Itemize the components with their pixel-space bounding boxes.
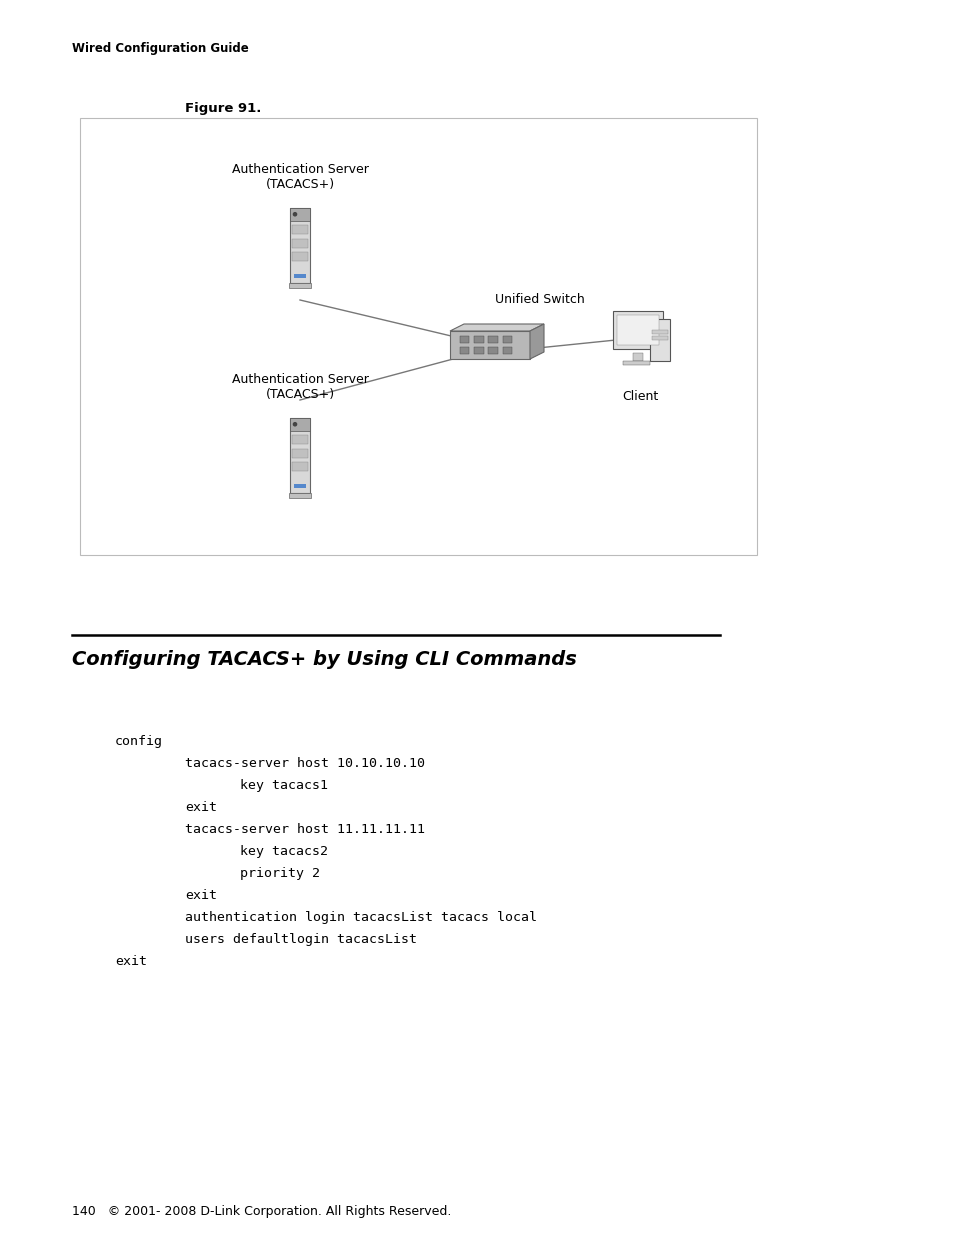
- Text: Authentication Server
(TACACS+): Authentication Server (TACACS+): [232, 163, 368, 191]
- Bar: [292, 435, 308, 445]
- Text: Wired Configuration Guide: Wired Configuration Guide: [71, 42, 249, 56]
- Bar: [502, 347, 512, 354]
- Text: Configuring TACACS+ by Using CLI Commands: Configuring TACACS+ by Using CLI Command…: [71, 650, 577, 669]
- Text: Unified Switch: Unified Switch: [495, 293, 584, 306]
- Bar: [290, 207, 310, 221]
- Bar: [488, 347, 497, 354]
- Bar: [450, 331, 530, 359]
- Bar: [502, 336, 512, 343]
- Bar: [292, 225, 308, 233]
- Bar: [459, 336, 469, 343]
- Text: exit: exit: [115, 955, 147, 968]
- Bar: [290, 417, 310, 493]
- Bar: [633, 353, 642, 361]
- Text: authentication login tacacsList tacacs local: authentication login tacacsList tacacs l…: [185, 911, 537, 924]
- Text: tacacs-server host 11.11.11.11: tacacs-server host 11.11.11.11: [185, 823, 424, 836]
- Text: exit: exit: [185, 889, 216, 902]
- Bar: [292, 252, 308, 261]
- Text: key tacacs1: key tacacs1: [240, 779, 328, 792]
- Bar: [290, 417, 310, 431]
- Bar: [650, 319, 670, 361]
- Bar: [613, 311, 662, 350]
- Text: Authentication Server
(TACACS+): Authentication Server (TACACS+): [232, 373, 368, 401]
- Bar: [292, 448, 308, 457]
- Text: 140   © 2001- 2008 D-Link Corporation. All Rights Reserved.: 140 © 2001- 2008 D-Link Corporation. All…: [71, 1205, 451, 1218]
- Text: config: config: [115, 735, 163, 748]
- Bar: [294, 274, 306, 278]
- Bar: [474, 347, 483, 354]
- Text: exit: exit: [185, 802, 216, 814]
- Bar: [294, 484, 306, 488]
- Bar: [474, 336, 483, 343]
- Bar: [289, 283, 311, 288]
- Bar: [652, 330, 668, 333]
- Text: users defaultlogin tacacsList: users defaultlogin tacacsList: [185, 932, 416, 946]
- Bar: [290, 207, 310, 283]
- Bar: [652, 336, 668, 340]
- Text: tacacs-server host 10.10.10.10: tacacs-server host 10.10.10.10: [185, 757, 424, 769]
- Circle shape: [294, 422, 296, 426]
- Bar: [292, 462, 308, 471]
- Bar: [80, 119, 757, 555]
- Text: key tacacs2: key tacacs2: [240, 845, 328, 858]
- Text: Figure 91.: Figure 91.: [185, 103, 261, 115]
- Circle shape: [294, 212, 296, 216]
- Text: priority 2: priority 2: [240, 867, 319, 881]
- Bar: [622, 361, 650, 366]
- Bar: [289, 493, 311, 498]
- Bar: [617, 315, 659, 345]
- Text: Client: Client: [621, 390, 658, 403]
- Bar: [459, 347, 469, 354]
- Bar: [488, 336, 497, 343]
- Bar: [292, 238, 308, 247]
- Polygon shape: [530, 324, 543, 359]
- Polygon shape: [450, 324, 543, 331]
